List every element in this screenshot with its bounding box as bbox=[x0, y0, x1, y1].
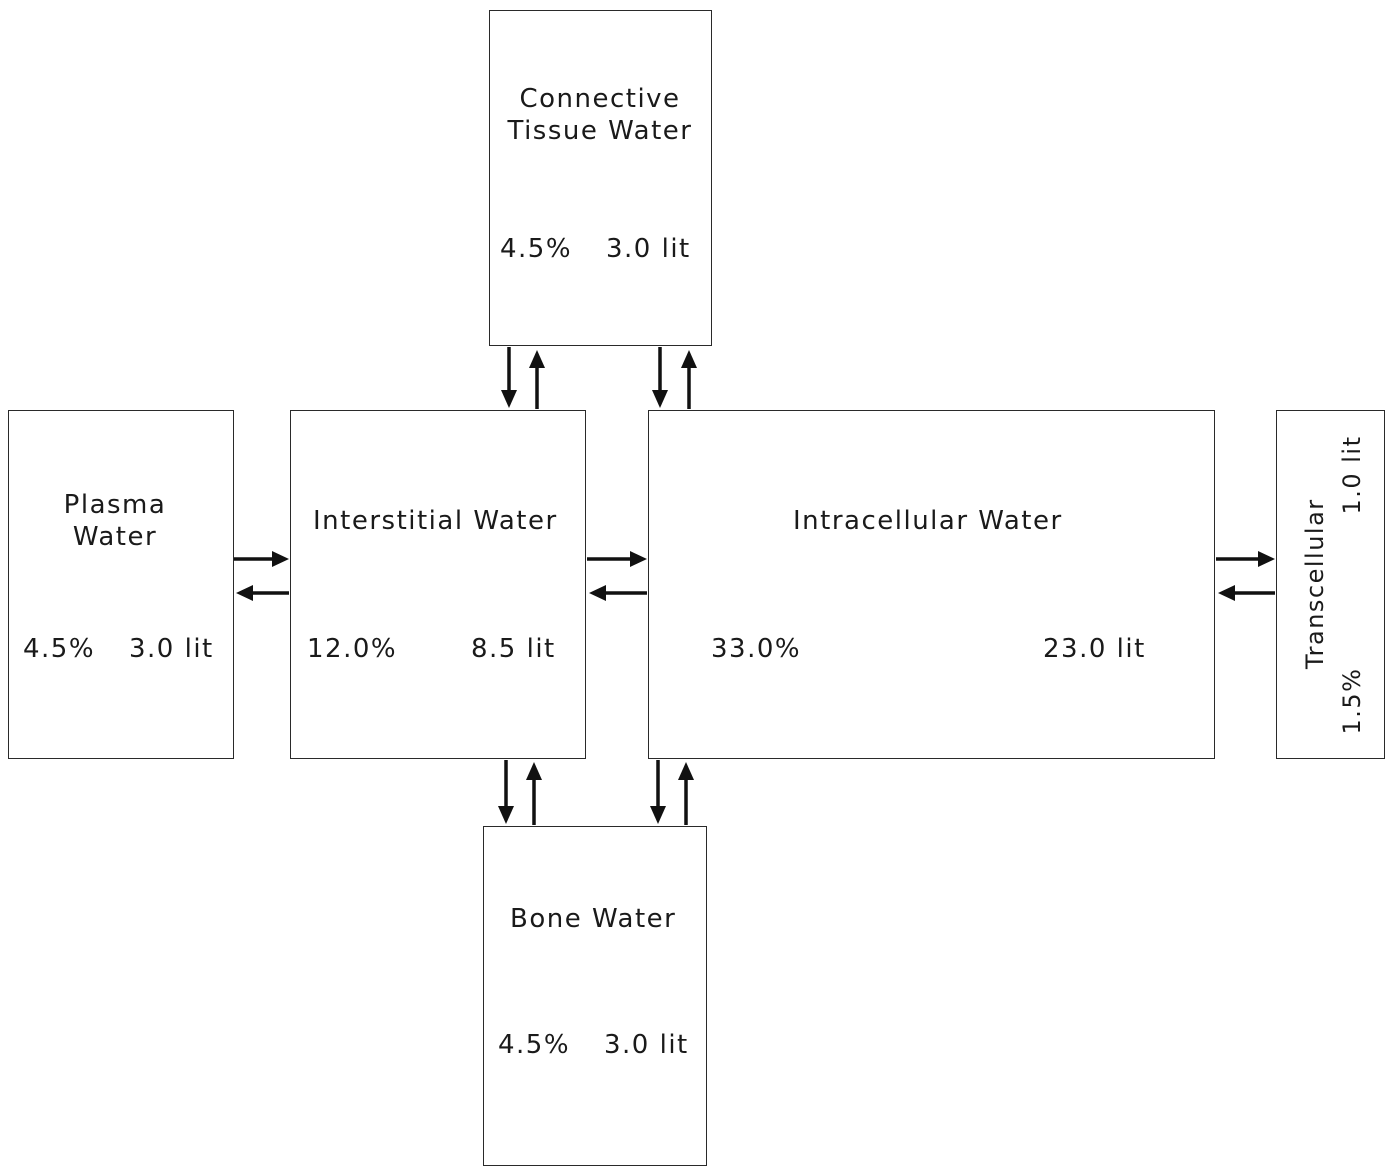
arrowhead-up bbox=[526, 762, 542, 780]
arrowhead-up bbox=[529, 350, 545, 368]
arrowhead-down bbox=[650, 806, 666, 824]
interstitial-volume: 8.5 lit bbox=[471, 634, 556, 664]
interstitial-water-box: Interstitial Water 12.0% 8.5 lit bbox=[290, 410, 586, 759]
arrowhead-up bbox=[681, 350, 697, 368]
interstitial-percent: 12.0% bbox=[307, 634, 398, 664]
arrowhead-left bbox=[589, 585, 606, 601]
arrowhead-left bbox=[236, 585, 253, 601]
arrowhead-down bbox=[498, 806, 514, 824]
bone-percent: 4.5% bbox=[498, 1030, 571, 1060]
arrowhead-down bbox=[501, 390, 517, 408]
connective-tissue-name-line2: Tissue Water bbox=[507, 116, 693, 146]
plasma-volume: 3.0 lit bbox=[129, 634, 214, 664]
connective-tissue-percent: 4.5% bbox=[500, 234, 573, 264]
plasma-percent: 4.5% bbox=[23, 634, 96, 664]
intracellular-volume: 23.0 lit bbox=[1043, 634, 1146, 664]
arrowhead-right bbox=[272, 551, 289, 567]
arrowhead-left bbox=[1218, 585, 1235, 601]
intracellular-name: Intracellular Water bbox=[793, 506, 1063, 536]
connective-tissue-volume: 3.0 lit bbox=[606, 234, 691, 264]
plasma-water-box: Plasma Water 4.5% 3.0 lit bbox=[8, 410, 234, 759]
arrowhead-right bbox=[630, 551, 647, 567]
connective-tissue-water-box: Connective Tissue Water 4.5% 3.0 lit bbox=[489, 10, 712, 346]
connective-tissue-name-line1: Connective bbox=[519, 84, 681, 114]
plasma-name-line2: Water bbox=[72, 522, 158, 552]
arrowhead-down bbox=[652, 390, 668, 408]
plasma-name-line1: Plasma bbox=[63, 490, 167, 520]
bone-volume: 3.0 lit bbox=[604, 1030, 689, 1060]
arrowhead-up bbox=[678, 762, 694, 780]
intracellular-water-box: Intracellular Water 33.0% 23.0 lit bbox=[648, 410, 1215, 759]
transcellular-box: Transcellular 1.0 lit 1.5% bbox=[1276, 410, 1385, 759]
arrowhead-right bbox=[1258, 551, 1275, 567]
bone-name: Bone Water bbox=[510, 904, 677, 934]
interstitial-name: Interstitial Water bbox=[313, 506, 558, 536]
bone-water-box: Bone Water 4.5% 3.0 lit bbox=[483, 826, 707, 1166]
intracellular-percent: 33.0% bbox=[711, 634, 802, 664]
